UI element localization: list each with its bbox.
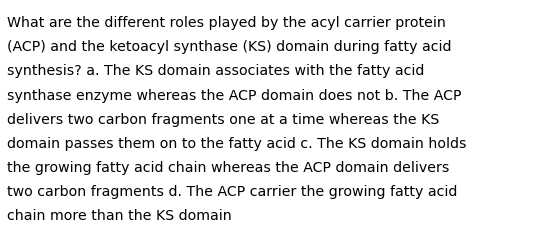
Text: chain more than the KS domain: chain more than the KS domain xyxy=(7,208,232,222)
Text: domain passes them on to the fatty acid c. The KS domain holds: domain passes them on to the fatty acid … xyxy=(7,136,466,150)
Text: two carbon fragments d. The ACP carrier the growing fatty acid: two carbon fragments d. The ACP carrier … xyxy=(7,184,458,198)
Text: What are the different roles played by the acyl carrier protein: What are the different roles played by t… xyxy=(7,16,446,30)
Text: (ACP) and the ketoacyl synthase (KS) domain during fatty acid: (ACP) and the ketoacyl synthase (KS) dom… xyxy=(7,40,452,54)
Text: the growing fatty acid chain whereas the ACP domain delivers: the growing fatty acid chain whereas the… xyxy=(7,160,450,174)
Text: delivers two carbon fragments one at a time whereas the KS: delivers two carbon fragments one at a t… xyxy=(7,112,440,126)
Text: synthase enzyme whereas the ACP domain does not b. The ACP: synthase enzyme whereas the ACP domain d… xyxy=(7,88,462,102)
Text: synthesis? a. The KS domain associates with the fatty acid: synthesis? a. The KS domain associates w… xyxy=(7,64,425,78)
